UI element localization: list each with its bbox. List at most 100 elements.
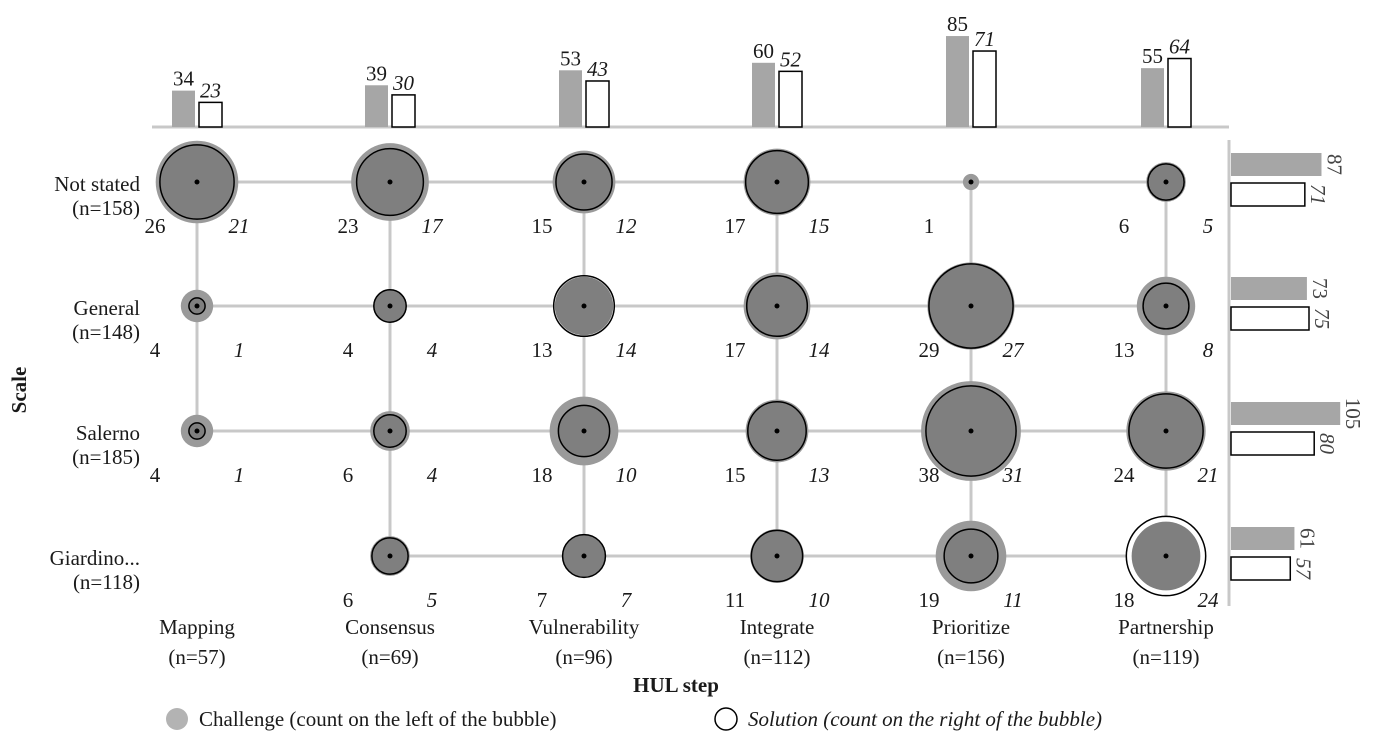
top-bar-challenge-value: 34 bbox=[173, 67, 195, 91]
solution-count-label: 17 bbox=[422, 214, 445, 238]
side-bar-solution bbox=[1230, 431, 1315, 456]
legend: Challenge (count on the left of the bubb… bbox=[166, 707, 1102, 731]
challenge-count-label: 6 bbox=[1119, 214, 1130, 238]
challenge-count-label: 4 bbox=[150, 463, 161, 487]
solution-count-label: 4 bbox=[427, 463, 438, 487]
scale-n-label: (n=118) bbox=[73, 570, 140, 594]
bubble-center-dot bbox=[387, 428, 393, 434]
bubble-center-dot bbox=[581, 553, 587, 559]
solution-count-label: 14 bbox=[616, 338, 638, 362]
legend-solution-swatch bbox=[714, 707, 738, 731]
top-bar-challenge-value: 53 bbox=[560, 46, 581, 70]
top-bar-challenge-value: 39 bbox=[366, 61, 387, 85]
side-bar-challenge-value: 87 bbox=[1322, 154, 1346, 175]
side-bar-challenge-value: 61 bbox=[1295, 528, 1319, 549]
top-bar-challenge bbox=[752, 62, 775, 127]
scale-label: General bbox=[74, 296, 141, 320]
step-n-label: (n=96) bbox=[555, 645, 612, 669]
scale-label: Giardino... bbox=[50, 546, 140, 570]
challenge-count-label: 1 bbox=[924, 214, 935, 238]
top-bar-challenge-value: 55 bbox=[1142, 44, 1163, 68]
legend-solution-label: Solution (count on the right of the bubb… bbox=[748, 707, 1102, 731]
top-bar-solution-value: 23 bbox=[200, 78, 221, 102]
step-n-label: (n=119) bbox=[1132, 645, 1199, 669]
bubble-center-dot bbox=[968, 303, 974, 309]
top-bar-solution-value: 30 bbox=[392, 71, 415, 95]
top-bar-solution bbox=[585, 80, 610, 128]
challenge-count-label: 6 bbox=[343, 588, 354, 612]
challenge-count-label: 19 bbox=[919, 588, 940, 612]
challenge-count-label: 38 bbox=[919, 463, 940, 487]
top-bar-challenge-value: 85 bbox=[947, 12, 968, 36]
challenge-count-label: 15 bbox=[532, 214, 553, 238]
step-n-label: (n=57) bbox=[168, 645, 225, 669]
bubble-center-dot bbox=[387, 303, 393, 309]
step-n-label: (n=69) bbox=[361, 645, 418, 669]
scale-label: Not stated bbox=[54, 172, 140, 196]
side-bar-challenge bbox=[1231, 402, 1341, 425]
bubble-center-dot bbox=[1163, 179, 1169, 185]
step-label: Mapping bbox=[159, 615, 235, 639]
solution-count-label: 8 bbox=[1203, 338, 1214, 362]
top-bar-challenge bbox=[559, 70, 582, 127]
bubble-center-dot bbox=[387, 553, 393, 559]
challenge-count-label: 17 bbox=[725, 214, 746, 238]
solution-count-label: 27 bbox=[1003, 338, 1026, 362]
solution-count-label: 4 bbox=[427, 338, 438, 362]
bubble-layer: 26 21 23 17 15 12 17 15 1 6 54 1 4 4 13 14 17 14 29 27 13 84 1… bbox=[145, 140, 1219, 612]
legend-challenge-swatch bbox=[166, 708, 188, 730]
scale-n-label: (n=185) bbox=[72, 445, 140, 469]
challenge-count-label: 4 bbox=[343, 338, 354, 362]
top-bar-solution bbox=[778, 70, 803, 128]
challenge-count-label: 29 bbox=[919, 338, 940, 362]
axis-labels: Mapping (n=57) Consensus (n=69) Vulnerabilit… bbox=[50, 172, 1214, 669]
solution-count-label: 5 bbox=[1203, 214, 1214, 238]
legend-challenge-label: Challenge (count on the left of the bubb… bbox=[199, 707, 556, 731]
bubble-center-dot bbox=[1163, 553, 1169, 559]
bubble-center-dot bbox=[774, 553, 780, 559]
side-bar-solution bbox=[1230, 182, 1306, 207]
scale-label: Salerno bbox=[76, 421, 140, 445]
side-bar-challenge-value: 73 bbox=[1308, 278, 1332, 299]
top-bar-challenge bbox=[1141, 68, 1164, 127]
challenge-count-label: 7 bbox=[537, 588, 548, 612]
challenge-count-label: 15 bbox=[725, 463, 746, 487]
challenge-count-label: 11 bbox=[725, 588, 745, 612]
challenge-count-label: 13 bbox=[1114, 338, 1135, 362]
top-bar-challenge bbox=[365, 85, 388, 127]
solution-count-label: 21 bbox=[229, 214, 250, 238]
bubble-center-dot bbox=[194, 428, 200, 434]
top-bar-solution-value: 43 bbox=[587, 57, 608, 81]
challenge-count-label: 13 bbox=[532, 338, 553, 362]
side-bar-solution bbox=[1230, 556, 1292, 581]
bubble-center-dot bbox=[581, 428, 587, 434]
top-bar-solution bbox=[972, 50, 997, 128]
solution-count-label: 1 bbox=[234, 463, 245, 487]
challenge-count-label: 26 bbox=[145, 214, 166, 238]
challenge-count-label: 6 bbox=[343, 463, 354, 487]
top-bar-solution bbox=[198, 101, 223, 128]
solution-count-label: 21 bbox=[1198, 463, 1219, 487]
top-bar-solution-value: 52 bbox=[780, 47, 802, 71]
step-label: Prioritize bbox=[932, 615, 1010, 639]
bubble-center-dot bbox=[774, 428, 780, 434]
side-bar-solution-value: 71 bbox=[1306, 184, 1330, 205]
side-bar-solution-value: 75 bbox=[1310, 308, 1334, 329]
side-bar-challenge bbox=[1231, 277, 1307, 300]
bubble-center-dot bbox=[1163, 303, 1169, 309]
top-bar-challenge bbox=[172, 90, 195, 127]
challenge-count-label: 4 bbox=[150, 338, 161, 362]
challenge-count-label: 18 bbox=[532, 463, 553, 487]
bubble-center-dot bbox=[774, 179, 780, 185]
top-bar-solution bbox=[1167, 57, 1192, 128]
top-bar-solution-value: 71 bbox=[974, 27, 995, 51]
solution-count-label: 13 bbox=[809, 463, 830, 487]
top-bar-challenge bbox=[946, 36, 969, 127]
top-bar-solution bbox=[391, 94, 416, 128]
top-bar-solution-value: 64 bbox=[1169, 35, 1191, 59]
solution-count-label: 11 bbox=[1003, 588, 1022, 612]
bubble-center-dot bbox=[968, 428, 974, 434]
side-bar-chart: 87 73 105 61 71 75 80 57 bbox=[1230, 153, 1365, 581]
solution-count-label: 31 bbox=[1002, 463, 1024, 487]
side-bar-solution-value: 80 bbox=[1315, 433, 1339, 455]
